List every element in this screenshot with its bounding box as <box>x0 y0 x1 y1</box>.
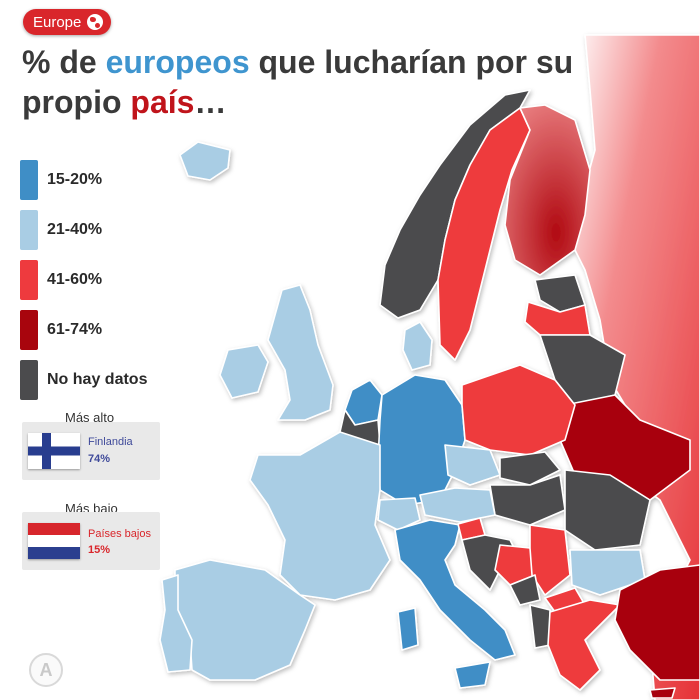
region-bulgaria <box>569 549 646 596</box>
legend-label: 15-20% <box>47 171 103 188</box>
region-czechia <box>444 444 501 486</box>
region-sardinia <box>397 607 419 651</box>
region-germany <box>377 374 466 506</box>
region-uk <box>267 284 334 421</box>
legend-label: 61-74% <box>47 321 103 338</box>
region-italy <box>394 519 516 661</box>
region-albania <box>529 604 551 649</box>
region-france <box>249 431 391 601</box>
title-highlight-europeos: europeos <box>105 44 250 80</box>
region-poland <box>461 364 576 456</box>
legend-item-41-60: 41-60% <box>20 260 147 300</box>
legend-swatch <box>20 260 38 300</box>
region-sicily <box>454 661 491 689</box>
legend-item-no-data: No hay datos <box>20 360 147 400</box>
legend-swatch <box>20 360 38 400</box>
title-part-2: que lucharían por su propio <box>22 44 574 120</box>
region-badge: Europe <box>23 9 112 35</box>
region-greece <box>547 599 621 691</box>
region-sweden <box>437 107 531 361</box>
lowest-value: 15% <box>88 544 111 556</box>
highest-value: 74% <box>88 453 111 465</box>
region-finland <box>504 104 591 276</box>
highest-card: Finlandia 74% <box>22 422 160 480</box>
page-title: % de europeos que lucharían por su propi… <box>22 42 582 122</box>
netherlands-flag-icon <box>28 523 80 559</box>
legend-label: No hay datos <box>47 371 148 388</box>
region-austria <box>419 487 496 523</box>
brand-logo-icon: A <box>29 653 63 687</box>
region-serbia <box>529 524 571 596</box>
lowest-card: Países bajos 15% <box>22 512 160 570</box>
region-turkey <box>614 564 700 681</box>
region-cyprus <box>649 687 676 699</box>
legend-label: 21-40% <box>47 221 103 238</box>
region-montenegro <box>509 574 541 606</box>
region-badge-label: Europe <box>33 13 82 31</box>
title-highlight-pais: país <box>130 84 195 120</box>
legend-item-15-20: 15-20% <box>20 160 147 200</box>
legend-swatch <box>20 310 38 350</box>
legend-swatch <box>20 160 38 200</box>
legend-swatch <box>20 210 38 250</box>
globe-icon <box>87 14 104 30</box>
region-portugal <box>159 574 193 673</box>
legend-item-61-74: 61-74% <box>20 310 147 350</box>
highest-country: Finlandia <box>88 436 133 448</box>
highest-heading: Más alto <box>65 410 115 425</box>
finland-flag-icon <box>28 433 80 469</box>
legend-item-21-40: 21-40% <box>20 210 147 250</box>
region-switzerland <box>377 497 421 531</box>
title-part-3: … <box>194 84 227 120</box>
title-part-1: % de <box>22 44 106 80</box>
region-iceland <box>179 141 231 181</box>
region-slovakia <box>499 451 561 486</box>
region-ireland <box>219 344 269 399</box>
legend-label: 41-60% <box>47 271 103 288</box>
map-legend: 15-20% 21-40% 41-60% 61-74% No hay datos <box>20 160 147 410</box>
lowest-country: Países bajos <box>88 528 151 540</box>
region-denmark <box>402 321 433 371</box>
